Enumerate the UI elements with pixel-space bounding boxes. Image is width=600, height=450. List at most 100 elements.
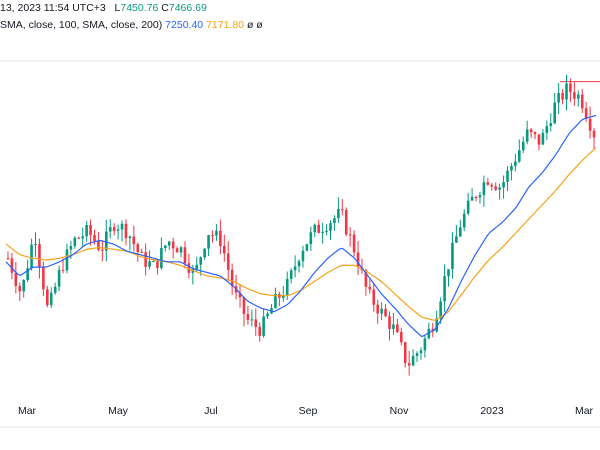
candle-body — [592, 130, 596, 138]
candle-body — [289, 270, 293, 280]
x-tick-label: May — [108, 405, 129, 417]
candle-body — [160, 247, 163, 268]
candle-body — [14, 272, 18, 287]
candle-body — [230, 269, 234, 287]
candle-body — [246, 314, 250, 320]
candle-body — [580, 94, 584, 109]
ohlc-header: 13, 2023 11:54 UTC+3 L7450.76 C7466.69 — [0, 2, 207, 14]
candle-body — [18, 286, 22, 292]
candle-body — [510, 166, 513, 171]
candle-body — [419, 350, 423, 354]
candle-body — [518, 150, 521, 162]
candle-body — [89, 224, 92, 236]
candle-body — [164, 245, 167, 248]
candle-body — [392, 324, 395, 329]
candle-body — [521, 141, 525, 151]
indicator-header: SMA, close, 100, SMA, close, 200) 7250.4… — [0, 19, 263, 31]
sma-fast-value: 7250.40 — [165, 19, 204, 31]
candle-body — [356, 252, 360, 268]
candle-body — [348, 234, 352, 236]
candle-body — [187, 263, 191, 273]
candle-body — [533, 132, 537, 135]
candle-body — [439, 301, 442, 319]
candle-body — [254, 319, 258, 327]
candle-body — [368, 286, 372, 290]
candle-body — [486, 182, 490, 185]
candle-body — [116, 229, 120, 231]
candle-body — [423, 338, 427, 351]
candle-body — [557, 93, 560, 103]
candle-body — [26, 268, 29, 281]
candle-body — [140, 251, 143, 253]
candle-body — [537, 134, 541, 145]
candle-body — [447, 269, 450, 277]
candle-body — [435, 318, 438, 332]
candle-body — [498, 187, 501, 190]
candle-body — [407, 363, 411, 366]
candle-body — [293, 266, 297, 271]
candle-body — [364, 270, 368, 287]
candle-body — [282, 295, 285, 298]
candle-body — [128, 236, 132, 239]
sma-slow-value: 7171.80 — [206, 19, 245, 31]
candle-body — [34, 244, 37, 246]
candle-body — [470, 196, 474, 201]
header-close-label: C — [161, 2, 169, 14]
candle-body — [561, 93, 564, 100]
candle-body — [577, 94, 580, 99]
candle-body — [53, 286, 57, 293]
candle-body — [136, 244, 140, 252]
candle-body — [462, 213, 466, 228]
candle-body — [65, 249, 69, 271]
candle-body — [329, 223, 332, 231]
candle-body — [57, 269, 61, 287]
candle-body — [317, 224, 320, 233]
x-tick-label: Mar — [18, 405, 37, 417]
candle-body — [258, 326, 261, 336]
candle-body — [108, 227, 112, 232]
candle-body — [549, 123, 553, 127]
candle-body — [215, 230, 218, 236]
sma-fast-line — [5, 114, 597, 338]
candle-body — [541, 132, 545, 145]
candle-body — [199, 257, 202, 265]
candle-body — [85, 224, 88, 237]
candle-body — [411, 355, 415, 366]
candle-body — [321, 231, 324, 233]
candle-body — [262, 316, 265, 336]
header-close-value: 7466.69 — [168, 2, 207, 14]
candle-body — [179, 247, 183, 253]
candle-body — [266, 313, 269, 317]
candle-body — [175, 248, 179, 253]
candle-body — [388, 316, 391, 329]
candle-body — [372, 289, 376, 305]
candle-body — [120, 223, 124, 230]
candle-body — [30, 244, 33, 269]
candle-body — [529, 129, 533, 133]
candle-body — [219, 230, 222, 246]
candle-body — [250, 319, 254, 321]
candle-body — [223, 245, 226, 254]
header-low-label: L — [114, 2, 121, 14]
header-low-value: 7450.76 — [120, 2, 159, 14]
candle-body — [195, 264, 199, 269]
candle-body — [415, 353, 419, 356]
candle-body — [274, 293, 277, 309]
candle-body — [69, 246, 73, 250]
candle-body — [403, 342, 407, 364]
candle-body — [352, 234, 356, 253]
candle-body — [396, 324, 399, 333]
candle-body — [400, 332, 403, 343]
candle-body — [565, 83, 568, 100]
candle-body — [238, 292, 242, 298]
candle-body — [171, 241, 175, 249]
x-axis: Mar May Jul Sep Nov 2023 Mar — [18, 405, 594, 417]
indicator-params: SMA, close, 100, SMA, close, 200) — [0, 19, 163, 31]
candle-body — [132, 236, 136, 245]
candle-body — [301, 250, 305, 262]
candle-body — [73, 237, 77, 247]
candle-body — [112, 227, 116, 231]
candle-body — [502, 181, 505, 188]
candle-body — [101, 249, 104, 251]
